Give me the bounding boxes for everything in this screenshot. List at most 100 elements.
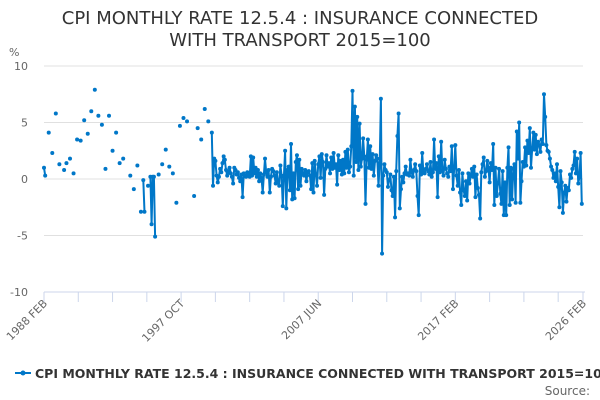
data-point <box>46 130 51 135</box>
data-point <box>89 109 94 114</box>
data-point <box>163 147 168 152</box>
data-point <box>479 170 484 175</box>
data-point <box>351 173 356 178</box>
data-point <box>446 174 451 179</box>
x-tick-label: 1997 OCT <box>139 297 187 345</box>
data-point <box>518 200 523 205</box>
data-point <box>153 234 158 239</box>
data-point <box>560 210 565 215</box>
data-point <box>424 162 429 167</box>
y-tick-label: 0 <box>21 173 28 186</box>
data-point <box>341 157 346 162</box>
data-point <box>524 163 529 168</box>
data-point <box>231 181 236 186</box>
data-point <box>316 162 321 167</box>
data-point <box>380 251 385 256</box>
data-point <box>476 192 481 197</box>
data-point <box>354 160 359 165</box>
data-point <box>407 173 412 178</box>
data-point <box>335 182 340 187</box>
data-point <box>410 174 415 179</box>
data-point <box>570 166 575 171</box>
data-point <box>274 170 279 175</box>
data-point <box>445 171 450 176</box>
data-point <box>500 169 505 174</box>
data-point <box>265 174 270 179</box>
data-point <box>534 152 539 157</box>
data-point <box>460 171 465 176</box>
data-point <box>454 173 459 178</box>
data-point <box>181 115 186 120</box>
data-point <box>206 119 211 124</box>
data-point <box>252 171 257 176</box>
data-point <box>474 172 479 177</box>
data-point <box>263 156 268 161</box>
data-point <box>237 175 242 180</box>
data-point <box>364 157 369 162</box>
data-point <box>525 138 530 143</box>
data-point <box>436 154 441 159</box>
data-point <box>151 174 156 179</box>
x-tick-label: 2026 FEB <box>543 297 589 343</box>
data-point <box>495 181 500 186</box>
data-point <box>85 131 90 136</box>
data-point <box>391 174 396 179</box>
data-point <box>378 96 383 101</box>
data-point <box>394 169 399 174</box>
x-tick-label: 2017 FEB <box>415 297 461 343</box>
data-point <box>64 161 69 166</box>
data-point <box>502 180 507 185</box>
data-point <box>447 164 452 169</box>
data-point <box>357 121 362 126</box>
data-point <box>433 166 438 171</box>
data-point <box>355 114 360 119</box>
data-point <box>562 190 567 195</box>
data-point <box>286 164 291 169</box>
data-point <box>319 152 324 157</box>
data-point <box>482 174 487 179</box>
data-point <box>471 174 476 179</box>
data-point <box>556 184 561 189</box>
data-point <box>459 202 464 207</box>
data-point <box>435 195 440 200</box>
data-point <box>350 88 355 93</box>
data-point <box>221 154 226 159</box>
data-point <box>475 186 480 191</box>
data-point <box>536 139 541 144</box>
source-label[interactable]: Source: <box>545 384 590 398</box>
data-point <box>117 161 122 166</box>
data-point <box>541 92 546 97</box>
data-point <box>267 190 272 195</box>
data-point <box>443 166 448 171</box>
data-point <box>220 161 225 166</box>
data-point <box>575 156 580 161</box>
data-point <box>320 160 325 165</box>
data-point <box>453 143 458 148</box>
data-point <box>381 173 386 178</box>
data-point <box>227 165 232 170</box>
data-point <box>384 170 389 175</box>
data-point <box>546 149 551 154</box>
data-point <box>149 222 154 227</box>
data-point <box>311 190 316 195</box>
data-point <box>540 141 545 146</box>
data-point <box>441 173 446 178</box>
data-point <box>413 162 418 167</box>
y-tick-label: -10 <box>10 286 28 299</box>
gridlines <box>44 65 583 236</box>
data-point <box>527 126 532 131</box>
data-point <box>465 198 470 203</box>
data-point <box>345 147 350 152</box>
data-point <box>417 163 422 168</box>
data-point <box>557 205 562 210</box>
data-point <box>510 197 515 202</box>
legend[interactable]: CPI MONTHLY RATE 12.5.4 : INSURANCE CONN… <box>15 366 600 381</box>
data-point <box>277 183 282 188</box>
data-point <box>520 160 525 165</box>
data-point <box>571 163 576 168</box>
data-point <box>497 166 502 171</box>
data-point <box>450 187 455 192</box>
data-point <box>472 164 477 169</box>
data-point <box>442 157 447 162</box>
data-point <box>480 162 485 167</box>
